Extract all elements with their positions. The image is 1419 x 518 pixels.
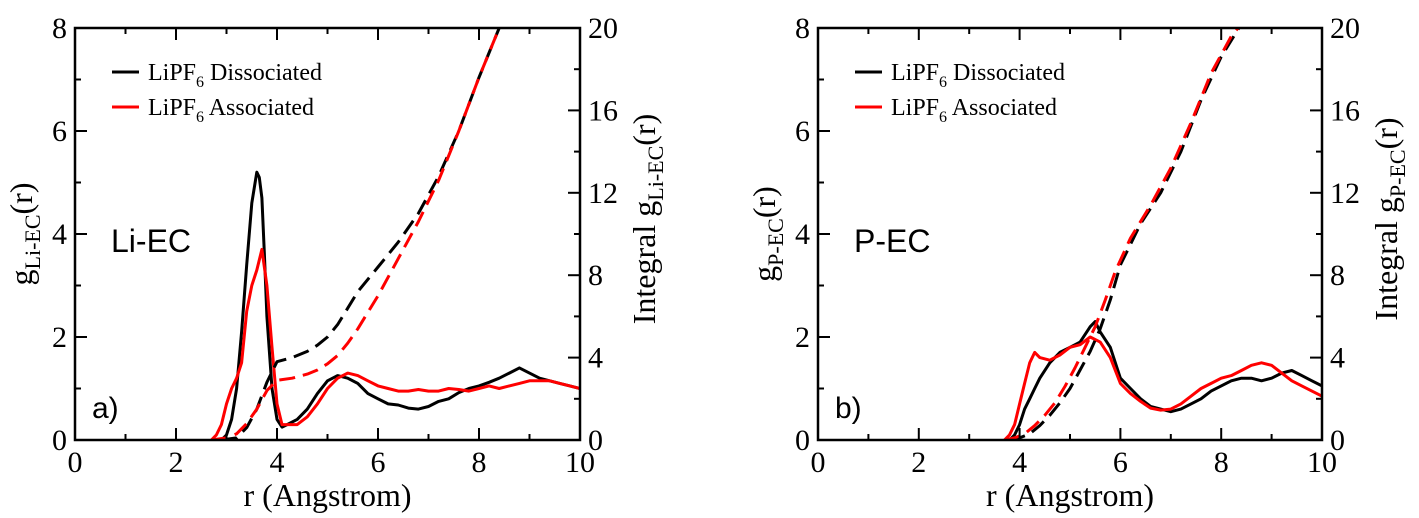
y2-tick-label: 4: [1330, 342, 1345, 375]
x-tick-label: 4: [1012, 446, 1027, 479]
x-tick-label: 6: [371, 446, 386, 479]
x-tick-label: 8: [1214, 446, 1229, 479]
legend-label-dissociated: LiPF6 Dissociated: [148, 60, 322, 91]
legend-suffix: Associated: [204, 95, 314, 121]
label-subscript: Li-EC: [20, 214, 45, 269]
y2-tick-label: 20: [1330, 12, 1360, 45]
panel-label: a): [92, 392, 119, 425]
label-tail: (r): [3, 183, 39, 215]
y2-tick-label: 12: [1330, 177, 1360, 210]
legend-subscript: 6: [196, 74, 204, 91]
y2-tick-label: 0: [1330, 424, 1345, 457]
series-group: [1003, 28, 1322, 440]
label-tail: (r): [746, 186, 782, 218]
y2-axis-label: Integral gLi-EC(r): [626, 114, 668, 324]
legend-prefix: LiPF: [148, 60, 196, 86]
x-tick-label: 2: [169, 446, 184, 479]
legend-prefix: LiPF: [891, 95, 939, 121]
y2-tick-label: 8: [1330, 259, 1345, 292]
legend-suffix: Dissociated: [947, 60, 1065, 86]
legend-prefix: LiPF: [891, 60, 939, 86]
y-tick-label: 4: [52, 218, 67, 251]
y2-axis-label: Integral gP-EC(r): [1368, 117, 1410, 320]
label-subscript: Li-EC: [643, 146, 668, 201]
y-tick-label: 0: [795, 424, 810, 457]
x-tick-label: 0: [68, 446, 83, 479]
legend-label-associated: LiPF6 Associated: [891, 95, 1057, 126]
x-tick-label: 10: [565, 446, 595, 479]
y-tick-label: 4: [795, 218, 810, 251]
x-tick-label: 4: [270, 446, 285, 479]
integral-line-associated: [211, 28, 501, 440]
legend-label-associated: LiPF6 Associated: [148, 95, 314, 126]
y2-tick-label: 4: [588, 342, 603, 375]
x-axis-label: r (Angstrom): [986, 477, 1154, 513]
y-tick-label: 8: [795, 12, 810, 45]
label-tail: (r): [626, 114, 662, 146]
x-tick-label: 6: [1113, 446, 1128, 479]
y-axis-label: gP-EC(r): [746, 186, 788, 282]
rdf-line-dissociated: [1008, 320, 1322, 440]
legend-suffix: Associated: [947, 95, 1057, 121]
label-base: g: [3, 269, 39, 285]
y2-tick-label: 20: [588, 12, 618, 45]
y-axis-label: gLi-EC(r): [3, 183, 45, 286]
rdf-line-dissociated: [220, 170, 580, 440]
x-tick-label: 2: [911, 446, 926, 479]
y-tick-label: 6: [52, 115, 67, 148]
y-tick-label: 6: [795, 115, 810, 148]
legend-subscript: 6: [196, 109, 204, 126]
y-tick-label: 8: [52, 12, 67, 45]
panel-label: b): [835, 392, 862, 425]
label-subscript: P-EC: [1385, 149, 1410, 197]
x-tick-label: 8: [472, 446, 487, 479]
series-group: [210, 28, 580, 440]
integral-line-dissociated: [221, 28, 501, 440]
label-base: Integral g: [1368, 197, 1404, 321]
legend-subscript: 6: [939, 109, 947, 126]
y2-tick-label: 16: [1330, 94, 1360, 127]
rdf-line-associated: [210, 247, 580, 440]
x-tick-label: 10: [1307, 446, 1337, 479]
legend-suffix: Dissociated: [204, 60, 322, 86]
system-label: P-EC: [854, 223, 930, 259]
y2-tick-label: 0: [588, 424, 603, 457]
y2-tick-label: 12: [588, 177, 618, 210]
integral-line-associated: [1004, 28, 1240, 440]
y2-tick-label: 8: [588, 259, 603, 292]
y-tick-label: 2: [795, 321, 810, 354]
label-base: g: [746, 266, 782, 282]
system-label: Li-EC: [111, 223, 191, 259]
label-subscript: P-EC: [763, 218, 788, 266]
y-tick-label: 0: [52, 424, 67, 457]
legend-label-dissociated: LiPF6 Dissociated: [891, 60, 1065, 91]
rdf-line-associated: [1003, 335, 1322, 440]
legend-prefix: LiPF: [148, 95, 196, 121]
label-tail: (r): [1368, 117, 1404, 149]
x-axis-label: r (Angstrom): [244, 477, 412, 513]
x-tick-label: 0: [811, 446, 826, 479]
label-base: Integral g: [626, 201, 662, 325]
integral-line-dissociated: [1009, 28, 1241, 440]
y2-tick-label: 16: [588, 94, 618, 127]
legend-subscript: 6: [939, 74, 947, 91]
y-tick-label: 2: [52, 321, 67, 354]
